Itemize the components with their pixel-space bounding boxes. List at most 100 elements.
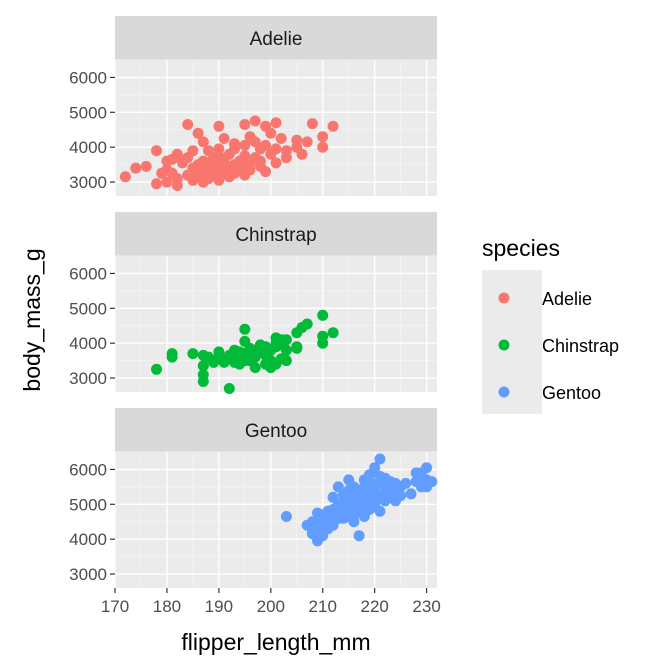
point-adelie bbox=[171, 148, 183, 160]
point-chinstrap bbox=[166, 351, 178, 363]
y-tick-label: 4000 bbox=[69, 530, 107, 549]
point-adelie bbox=[249, 115, 261, 127]
point-chinstrap bbox=[280, 355, 292, 367]
point-adelie bbox=[317, 141, 329, 153]
x-axis: 170 180 190 200 210 220 230 bbox=[101, 588, 441, 616]
point-gentoo bbox=[280, 511, 292, 522]
point-gentoo bbox=[426, 476, 438, 488]
point-adelie bbox=[270, 157, 282, 169]
point-adelie bbox=[187, 145, 199, 157]
point-gentoo bbox=[405, 488, 417, 500]
point-gentoo bbox=[348, 516, 360, 528]
x-axis-title: flipper_length_mm bbox=[181, 629, 370, 655]
facet-panels: Adelie 3000 4000 5000 6000 Chinstrap 3000 4000 5… bbox=[69, 16, 438, 588]
strip-label-adelie: Adelie bbox=[250, 29, 303, 50]
point-adelie bbox=[254, 155, 266, 167]
point-adelie bbox=[291, 134, 303, 146]
strip-label-chinstrap: Chinstrap bbox=[235, 225, 316, 246]
point-adelie bbox=[301, 136, 313, 148]
point-chinstrap bbox=[197, 360, 209, 372]
point-chinstrap bbox=[239, 323, 251, 335]
legend-key-chinstrap bbox=[498, 339, 510, 351]
point-adelie bbox=[265, 127, 277, 139]
point-chinstrap bbox=[223, 383, 235, 394]
point-adelie bbox=[197, 136, 209, 148]
point-adelie bbox=[275, 133, 287, 144]
x-tick-label: 200 bbox=[257, 597, 285, 616]
point-chinstrap bbox=[280, 344, 292, 356]
x-tick-label: 190 bbox=[205, 597, 233, 616]
legend-title: species bbox=[482, 235, 560, 261]
x-tick-label: 220 bbox=[360, 597, 388, 616]
point-adelie bbox=[306, 118, 318, 130]
panel-background-gentoo bbox=[115, 452, 437, 588]
legend-label-chinstrap: Chinstrap bbox=[542, 336, 619, 356]
point-adelie bbox=[244, 164, 256, 176]
point-adelie bbox=[161, 176, 173, 188]
point-adelie bbox=[296, 148, 308, 160]
y-tick-label: 5000 bbox=[69, 495, 107, 514]
y-tick-label: 5000 bbox=[69, 299, 107, 318]
point-chinstrap bbox=[249, 362, 261, 374]
legend: species Adelie Chinstrap Gentoo bbox=[482, 235, 619, 414]
strip-label-gentoo: Gentoo bbox=[245, 421, 307, 442]
y-tick-label: 3000 bbox=[69, 565, 107, 584]
point-adelie bbox=[182, 119, 194, 130]
point-gentoo bbox=[369, 462, 381, 474]
point-gentoo bbox=[395, 490, 407, 502]
legend-label-adelie: Adelie bbox=[542, 289, 592, 309]
point-gentoo bbox=[353, 530, 365, 542]
legend-label-gentoo: Gentoo bbox=[542, 383, 601, 403]
point-adelie bbox=[218, 133, 230, 144]
point-adelie bbox=[239, 119, 251, 130]
y-axis-title: body_mass_g bbox=[19, 248, 45, 391]
panel-chinstrap: Chinstrap 3000 4000 5000 6000 bbox=[69, 212, 437, 394]
x-tick-label: 180 bbox=[153, 597, 181, 616]
x-tick-label: 170 bbox=[101, 597, 129, 616]
strip-gentoo bbox=[115, 408, 437, 452]
point-adelie bbox=[140, 160, 152, 172]
point-adelie bbox=[260, 139, 272, 151]
point-adelie bbox=[192, 127, 204, 139]
y-tick-label: 6000 bbox=[69, 68, 107, 87]
point-chinstrap bbox=[197, 376, 209, 387]
point-adelie bbox=[213, 120, 225, 132]
point-adelie bbox=[151, 145, 162, 157]
point-adelie bbox=[280, 145, 292, 157]
y-tick-label: 5000 bbox=[69, 103, 107, 122]
point-adelie bbox=[119, 171, 131, 183]
panel-background-chinstrap bbox=[115, 256, 437, 392]
point-adelie bbox=[151, 178, 162, 190]
point-adelie bbox=[239, 139, 251, 151]
y-tick-label: 4000 bbox=[69, 334, 107, 353]
strip-chinstrap bbox=[115, 212, 437, 256]
legend-key-adelie bbox=[498, 292, 510, 304]
point-gentoo bbox=[421, 462, 433, 474]
point-adelie bbox=[327, 120, 339, 132]
point-adelie bbox=[260, 166, 272, 178]
y-tick-label: 4000 bbox=[69, 138, 107, 157]
y-tick-label: 3000 bbox=[69, 369, 107, 388]
point-adelie bbox=[317, 131, 329, 143]
strip-adelie bbox=[115, 16, 437, 60]
point-gentoo bbox=[374, 505, 386, 517]
x-tick-label: 230 bbox=[412, 597, 440, 616]
point-chinstrap bbox=[280, 334, 292, 346]
point-chinstrap bbox=[301, 318, 313, 330]
point-chinstrap bbox=[187, 348, 199, 360]
x-tick-label: 210 bbox=[309, 597, 337, 616]
point-chinstrap bbox=[317, 309, 329, 321]
point-adelie bbox=[213, 174, 225, 186]
y-tick-label: 6000 bbox=[69, 460, 107, 479]
point-adelie bbox=[270, 117, 282, 129]
legend-key-gentoo bbox=[498, 386, 510, 398]
point-chinstrap bbox=[317, 330, 329, 342]
point-adelie bbox=[229, 138, 240, 150]
y-tick-label: 3000 bbox=[69, 173, 107, 192]
point-adelie bbox=[270, 143, 282, 155]
point-adelie bbox=[171, 180, 183, 191]
point-adelie bbox=[130, 162, 142, 174]
point-chinstrap bbox=[327, 327, 339, 339]
y-tick-label: 6000 bbox=[69, 264, 107, 283]
